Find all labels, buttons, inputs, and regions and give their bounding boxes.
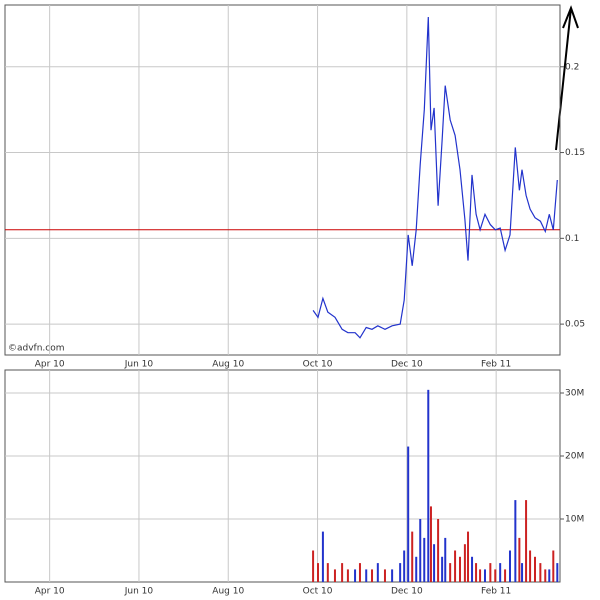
volume-bar [427,389,430,582]
volume-bar [454,550,457,582]
volume-bar [483,569,486,582]
volume-bar [419,518,422,582]
x-tick-label: Feb 11 [481,360,511,370]
volume-bar [467,531,470,582]
volume-bar [471,556,474,582]
x-tick-label: Aug 10 [212,360,244,370]
volume-bar [556,563,559,582]
volume-bar [333,569,336,582]
volume-bar [489,563,492,582]
volume-bar [326,563,329,582]
y-tick-label: 30M [565,388,584,398]
volume-bar [383,569,386,582]
volume-bar [444,537,447,582]
x-tick-label: Jun 10 [124,360,154,370]
volume-bar [494,569,497,582]
volume-bar [548,569,551,582]
volume-bar [415,556,418,582]
volume-bar [341,563,344,582]
volume-bar [354,569,357,582]
volume-bar [437,518,440,582]
volume-bar [365,569,368,582]
plot-frame [4,4,561,356]
volume-bar [518,537,521,582]
volume-bar [358,563,361,582]
x-tick-label: Aug 10 [212,587,244,597]
y-tick-label: 0.05 [565,320,585,330]
volume-bar [504,569,507,582]
y-tick-label: 0.15 [565,148,585,158]
volume-bar [312,550,315,582]
volume-bar [321,531,324,582]
y-tick-label: 0.2 [565,62,579,72]
volume-bar [407,446,410,582]
volume-bar [346,569,349,582]
watermark: ©advfn.com [8,344,65,354]
x-tick-label: Jun 10 [124,587,154,597]
volume-bar [525,500,528,582]
volume-bar [533,556,536,582]
volume-bar [376,563,379,582]
volume-bar [514,500,517,582]
volume-bar [479,569,482,582]
volume-bar [508,550,511,582]
volume-bar [449,563,452,582]
volume-bar [458,556,461,582]
volume-bar [411,531,414,582]
volume-bar [463,544,466,582]
price-line [312,16,558,339]
volume-bar [423,537,426,582]
volume-bar [371,569,374,582]
volume-bar [433,544,436,582]
x-tick-label: Oct 10 [303,360,333,370]
x-tick-label: Dec 10 [391,360,423,370]
x-tick-label: Oct 10 [303,587,333,597]
x-tick-label: Feb 11 [481,587,511,597]
y-tick-label: 10M [565,514,584,524]
arrow [555,5,579,151]
volume-bar [391,569,394,582]
volume-bar [539,563,542,582]
x-tick-label: Dec 10 [391,587,423,597]
y-tick-label: 20M [565,451,584,461]
volume-bar [403,550,406,582]
volume-bar [399,563,402,582]
volume-bar [499,563,502,582]
volume-bar [529,550,532,582]
plot-frame [4,369,561,583]
volume-bar [429,506,432,582]
volume-bar [544,569,547,582]
x-tick-label: Apr 10 [35,360,65,370]
y-tick-label: 0.1 [565,234,579,244]
volume-bar [475,563,478,582]
volume-bar [552,550,555,582]
volume-bar [441,556,444,582]
volume-bar [316,563,319,582]
volume-bar [521,563,524,582]
x-tick-label: Apr 10 [35,587,65,597]
